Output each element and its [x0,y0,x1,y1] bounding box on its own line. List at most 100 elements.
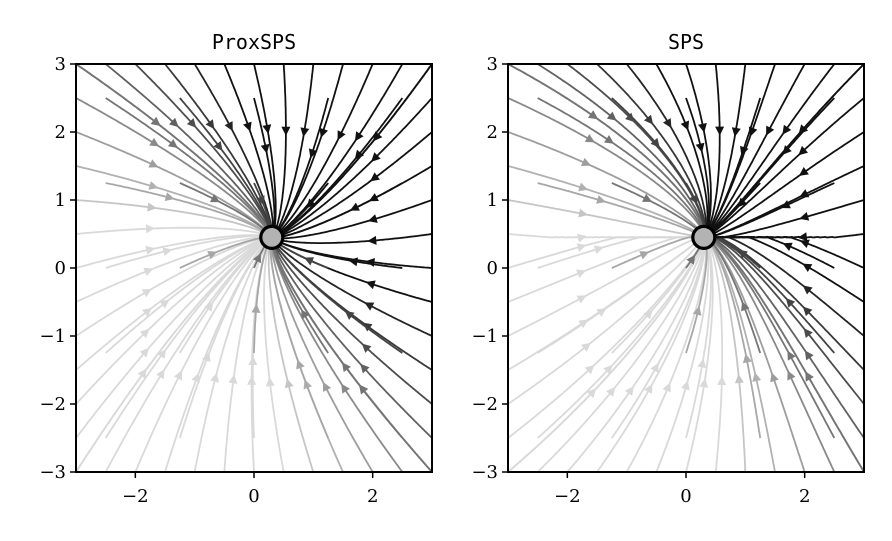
streamline-arrow [354,131,364,142]
streamline [711,238,836,439]
streamline [508,199,696,238]
streamline-arrow [576,243,587,252]
streamline [537,236,696,269]
y-tick-label: 1 [487,190,498,211]
y-tick-label: 3 [55,54,66,75]
streamline-arrow [604,135,615,144]
streamline-arrow [137,368,147,379]
x-tick-label: 2 [367,486,378,507]
streamline [105,234,265,269]
streamline-arrow [209,194,221,203]
y-tick-label: 2 [55,122,66,143]
streamline-arrow [692,305,702,316]
streamline [708,242,747,472]
streamline [179,236,265,269]
streamline [253,244,269,353]
streamline-arrow [361,343,372,353]
streamline [271,246,329,354]
streamline-arrow [578,182,589,192]
streamline [276,97,330,233]
x-tick-label: 0 [248,486,259,507]
streamline-arrow [643,114,654,125]
streamline-arrow [741,301,750,312]
streamline-arrow [798,167,809,176]
streamline [508,64,704,229]
y-tick-label: 2 [487,122,498,143]
y-tick-label: −3 [471,462,498,483]
streamline [508,236,697,303]
streamline [193,242,268,472]
streamline [707,243,724,472]
y-tick-label: 1 [55,190,66,211]
streamline [655,244,710,472]
streamline [279,97,404,235]
streamline-arrow [364,302,375,311]
streamline-arrow [606,111,617,121]
streamline [508,64,704,229]
streamline [711,238,864,472]
streamline-arrow [787,350,796,361]
streamline [685,245,712,439]
streamline-arrow [782,242,793,251]
streamline-arrow [644,383,653,394]
streamline [76,239,264,405]
streamline-arrow [148,181,159,190]
streamline [711,235,864,337]
streamline-arrow [300,127,310,137]
streamline-arrow [802,306,813,317]
streamline [685,246,708,354]
streamline [178,241,267,439]
streamline [709,241,776,472]
streamline [270,246,374,472]
streamline [272,246,404,439]
streamline [508,243,700,405]
streamline [76,64,270,231]
streamline [685,64,712,230]
streamline-arrow [251,303,261,314]
streamline [625,64,707,229]
streamline-arrow [740,145,749,156]
streamline-arrow [593,245,604,255]
streamline-arrow [207,250,218,260]
streamline-arrow [717,376,727,386]
streamline [274,244,403,354]
streamline-arrow [603,364,613,375]
streamline [276,244,432,337]
streamline [508,237,697,337]
streamline-arrow [799,212,810,221]
streamline [76,97,269,231]
streamline-arrow [156,369,165,380]
axes: −2 0 2 −3 −2 −1 0 1 2 3 [471,54,810,507]
streamline [179,240,266,354]
fixed-point-marker [691,224,717,250]
axes: −2 0 2 −3 −2 −1 0 1 2 3 [39,54,378,507]
streamline-arrow [802,285,813,295]
streamline [278,182,329,235]
streamline-arrow [624,385,634,396]
x-tick-label: 0 [680,486,691,507]
streamline [709,64,836,233]
streamline-arrow [204,301,214,312]
streamline [537,247,704,472]
streamline [537,97,704,230]
streamline [279,97,432,236]
streamline-arrow [348,257,359,267]
streamline-arrow [349,202,360,211]
streamline [263,245,285,472]
streamline [685,182,706,230]
y-tick-label: 3 [487,54,498,75]
streamline-arrow [650,362,659,373]
streamline-arrow [173,370,182,381]
streamline-arrow [576,295,587,304]
streamline [278,240,403,269]
streamline-arrow [782,124,792,135]
streamline [253,64,277,229]
y-tick-label: 0 [55,258,66,279]
streamline-arrow [577,233,587,243]
streamline [709,240,762,354]
streamline-arrow [805,371,814,382]
streamline [712,235,835,269]
streamline [708,97,762,231]
streamline [76,239,266,472]
